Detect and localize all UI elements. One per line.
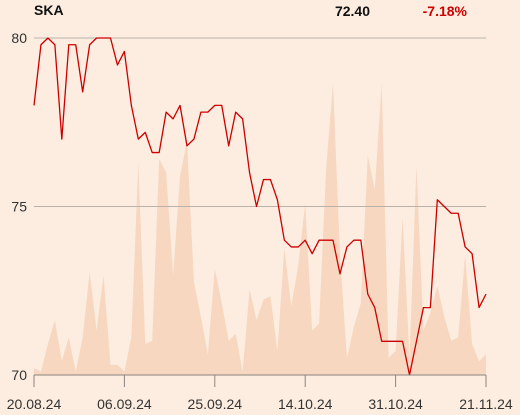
x-tick-label-4: 31.10.24 (368, 396, 423, 412)
y-tick-labels: 70 75 80 (11, 30, 27, 383)
y-tick-label-75: 75 (11, 199, 27, 215)
x-tick-label-2: 25.09.24 (188, 396, 243, 412)
x-axis (33, 374, 487, 387)
x-tick-label-3: 14.10.24 (278, 396, 333, 412)
price-line-layer (33, 37, 487, 376)
x-tick-label-0: 20.08.24 (7, 396, 62, 412)
y-tick-label-80: 80 (11, 30, 27, 46)
volume-area-layer (34, 83, 486, 375)
y-tick-label-70: 70 (11, 367, 27, 383)
x-tick-label-1: 06.09.24 (97, 396, 152, 412)
ticker-symbol: SKA (34, 2, 64, 18)
volume-area (34, 83, 486, 375)
price-line (33, 37, 487, 376)
last-price: 72.40 (335, 3, 370, 19)
gridlines (34, 37, 486, 207)
x-tick-labels: 20.08.24 06.09.24 25.09.24 14.10.24 31.10.24… (7, 396, 513, 412)
price-change-percent: -7.18% (423, 3, 468, 19)
x-tick-label-5: 21.11.24 (459, 396, 513, 412)
